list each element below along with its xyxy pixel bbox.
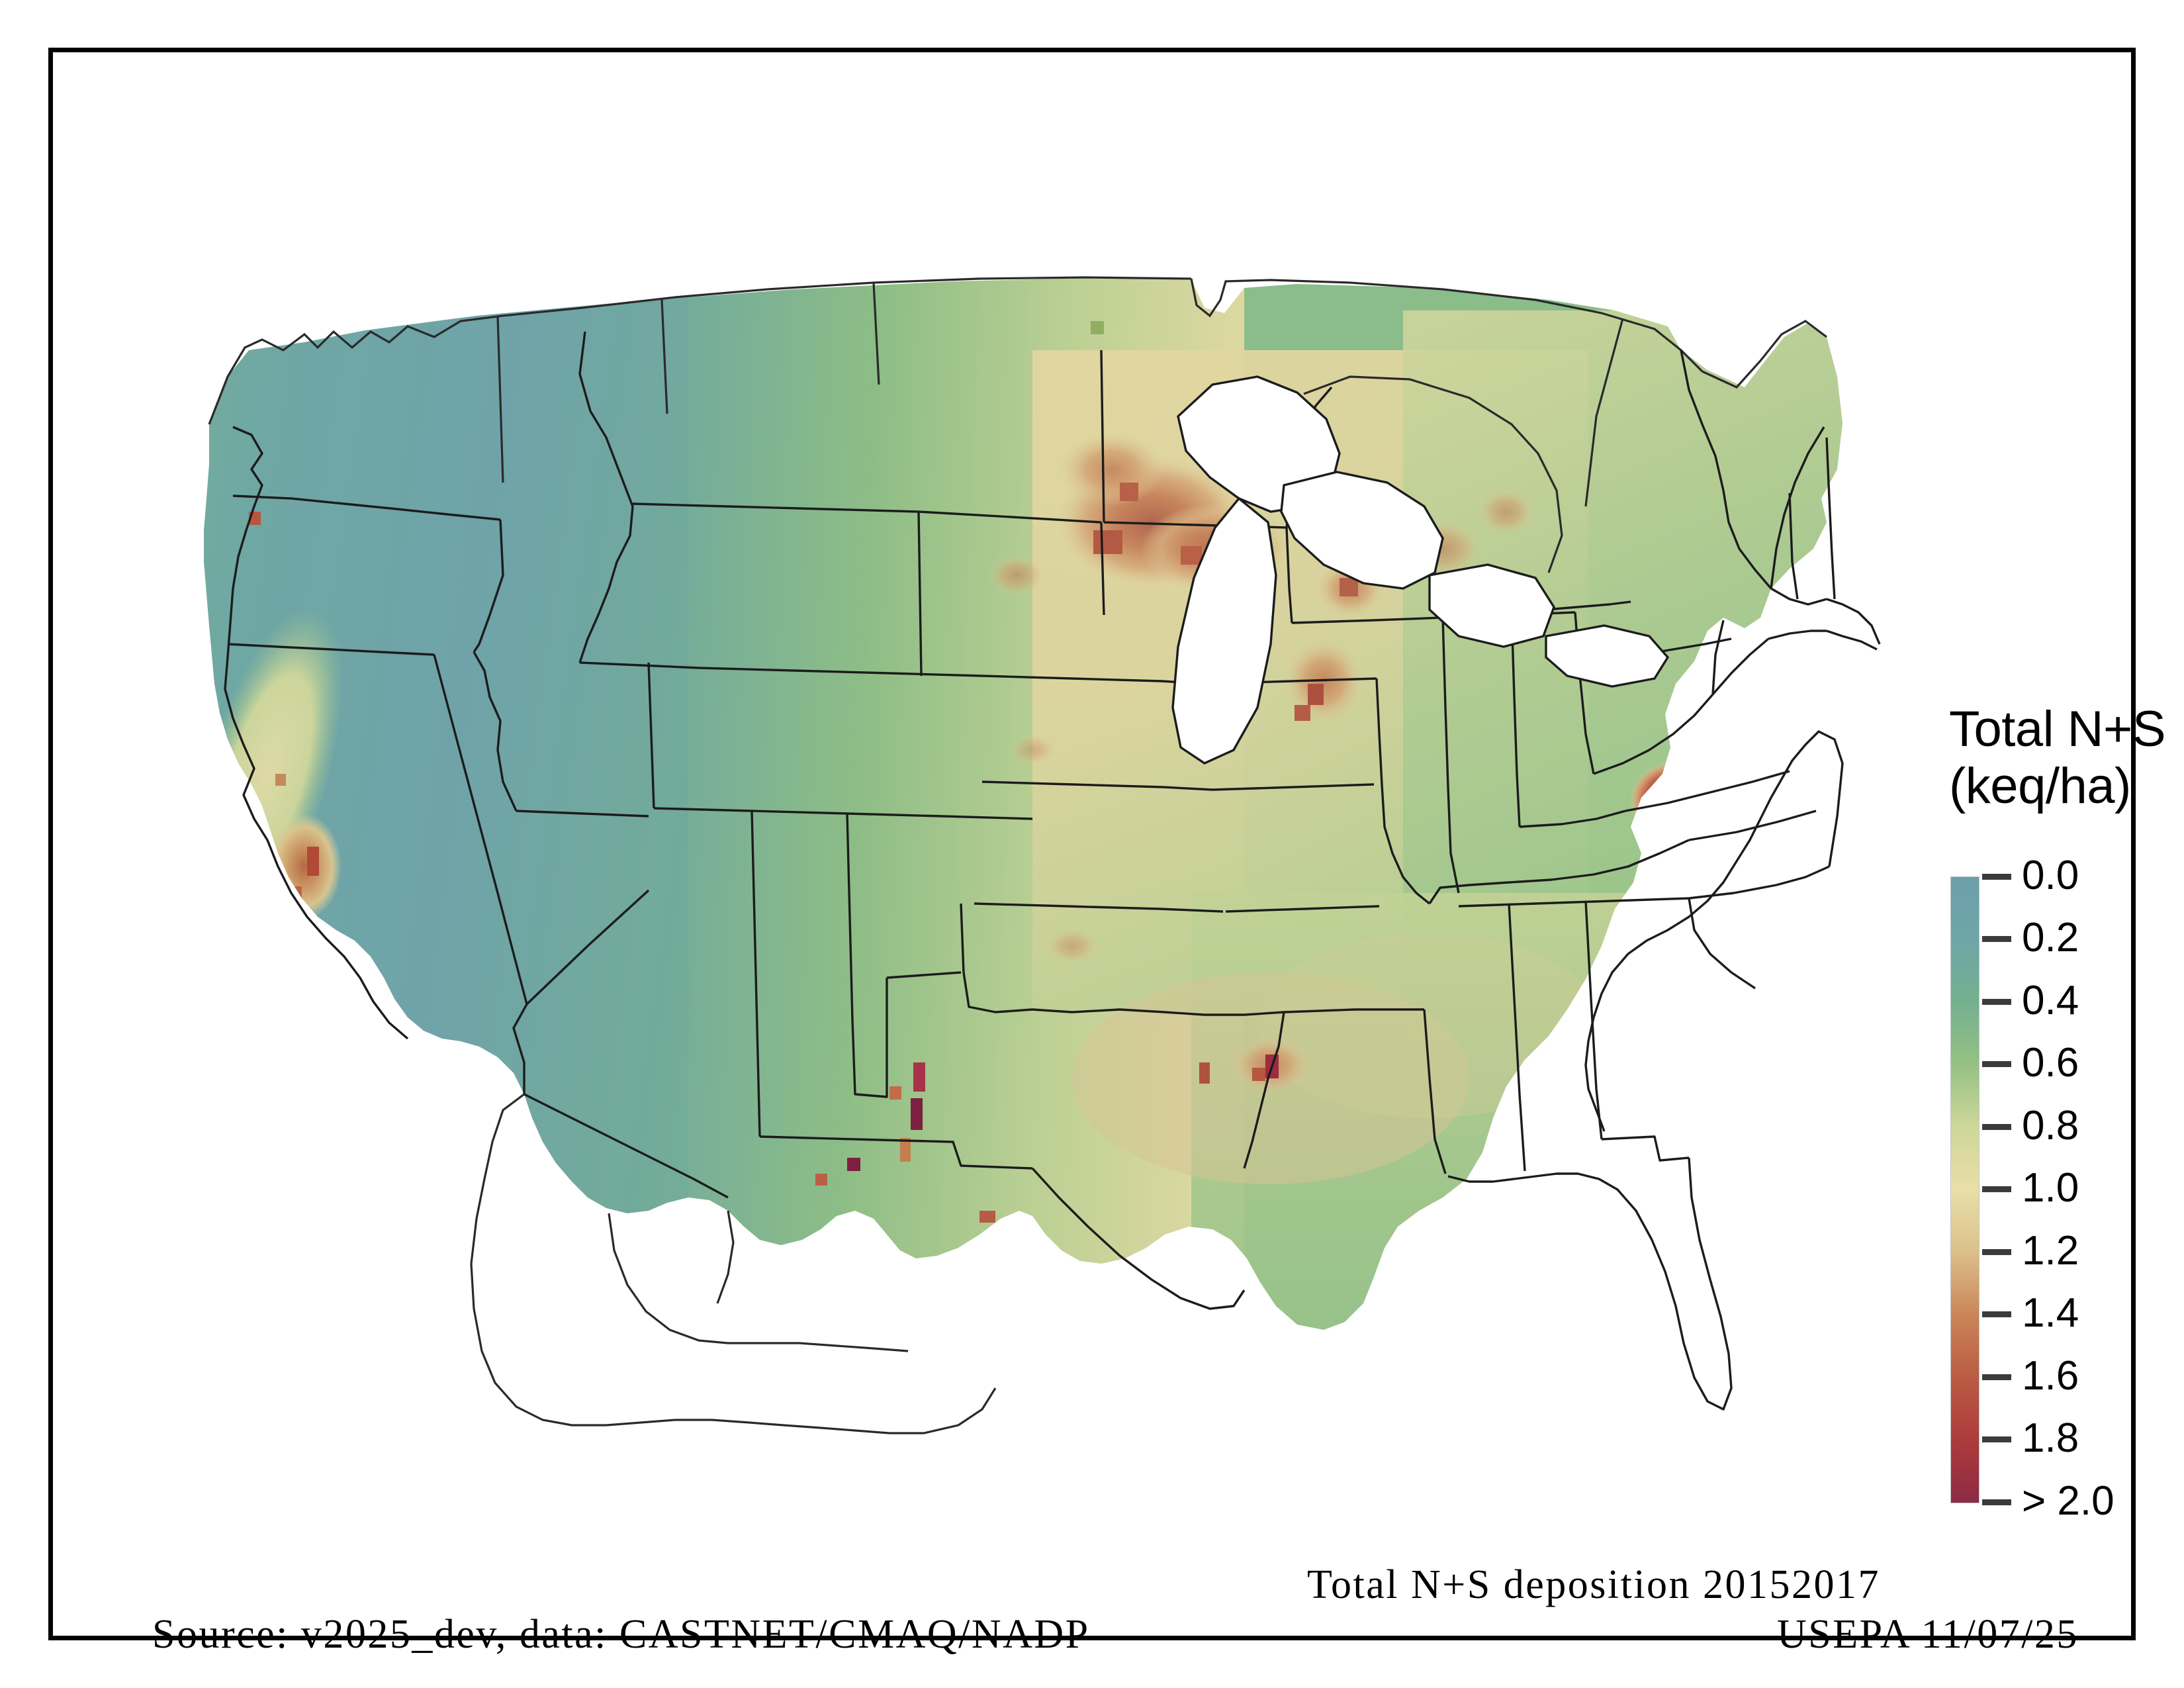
tick-label: 0.6 xyxy=(2022,1040,2079,1086)
tick-mark-icon xyxy=(1982,1311,2011,1317)
state-boundaries xyxy=(224,331,1881,1411)
tick-label: 1.2 xyxy=(2022,1227,2079,1274)
tick-mark-icon xyxy=(1982,873,2011,880)
tick-mark-icon xyxy=(1982,936,2011,942)
legend-title-line1: Total N+S xyxy=(1949,701,2166,757)
colorbar-legend: Total N+S (keq/ha) 0.0 0.2 0.4 0.6 0.8 1.0 1.2 1… xyxy=(1899,701,2184,1524)
colorbar-ticks: 0.0 0.2 0.4 0.6 0.8 1.0 1.2 1.4 1.6 1.8 > 2.0 xyxy=(1978,853,2177,1524)
tick-mark-icon xyxy=(1982,1374,2011,1380)
map-title-caption: Total N+S deposition 20152017 xyxy=(1307,1562,1881,1607)
colorbar-gradient xyxy=(1950,876,1979,1503)
tick-mark-icon xyxy=(1982,998,2011,1005)
tick-mark-icon xyxy=(1982,1186,2011,1192)
legend-title-line2: (keq/ha) xyxy=(1949,758,2131,814)
tick-label: > 2.0 xyxy=(2022,1477,2115,1524)
tick-mark-icon xyxy=(1982,1499,2011,1505)
tick-label: 1.0 xyxy=(2022,1165,2079,1211)
agency-caption: USEPA 11/07/25 xyxy=(1777,1612,2079,1657)
tick-label: 1.8 xyxy=(2022,1415,2079,1461)
tick-mark-icon xyxy=(1982,1248,2011,1255)
tick-label: 0.2 xyxy=(2022,915,2079,961)
tick-label: 0.8 xyxy=(2022,1102,2079,1149)
great-lakes xyxy=(1171,375,1670,765)
tick-label: 1.4 xyxy=(2022,1290,2079,1336)
international-outlines xyxy=(208,276,1827,1434)
tick-mark-icon xyxy=(1982,1123,2011,1130)
us-deposition-map xyxy=(106,152,1919,1469)
tick-label: 0.0 xyxy=(2022,852,2079,898)
legend-title: Total N+S (keq/ha) xyxy=(1949,701,2181,815)
source-caption: Source: v2025_dev, data: CASTNET/CMAQ/NA… xyxy=(152,1612,1090,1657)
map-panel xyxy=(106,152,1919,1469)
tick-label: 0.4 xyxy=(2022,977,2079,1023)
tick-label: 1.6 xyxy=(2022,1352,2079,1399)
tick-mark-icon xyxy=(1982,1061,2011,1067)
tick-mark-icon xyxy=(1982,1436,2011,1442)
figure-frame: Total N+S (keq/ha) 0.0 0.2 0.4 0.6 0.8 1.0 1.2 1… xyxy=(48,48,2166,1657)
